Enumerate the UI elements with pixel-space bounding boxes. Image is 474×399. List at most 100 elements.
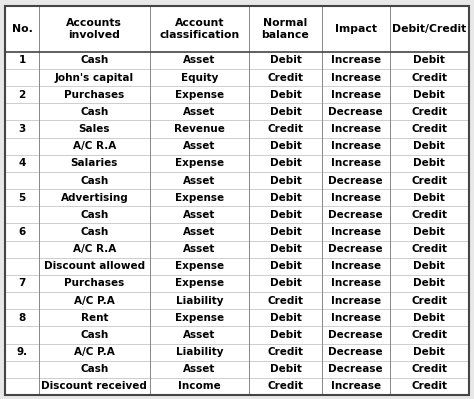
Text: Credit: Credit	[411, 330, 447, 340]
Text: Cash: Cash	[80, 55, 109, 65]
Text: 5: 5	[18, 193, 26, 203]
Text: Asset: Asset	[183, 176, 216, 186]
Text: Credit: Credit	[411, 296, 447, 306]
Text: Purchases: Purchases	[64, 90, 125, 100]
Text: Cash: Cash	[80, 227, 109, 237]
Text: Increase: Increase	[330, 279, 381, 288]
Text: Debit: Debit	[270, 313, 301, 323]
Text: Rent: Rent	[81, 313, 108, 323]
Text: Expense: Expense	[175, 193, 224, 203]
Text: Increase: Increase	[330, 261, 381, 271]
Text: Expense: Expense	[175, 313, 224, 323]
Text: Debit: Debit	[270, 227, 301, 237]
Text: 1: 1	[18, 55, 26, 65]
Text: Income: Income	[178, 381, 221, 391]
Text: Debit: Debit	[413, 227, 446, 237]
Text: Debit: Debit	[270, 364, 301, 374]
Text: Increase: Increase	[330, 381, 381, 391]
Text: Debit: Debit	[413, 261, 446, 271]
Text: Decrease: Decrease	[328, 210, 383, 220]
Text: Impact: Impact	[335, 24, 377, 34]
Text: Cash: Cash	[80, 364, 109, 374]
Text: Cash: Cash	[80, 176, 109, 186]
Text: Asset: Asset	[183, 107, 216, 117]
Text: Salaries: Salaries	[71, 158, 118, 168]
Text: Credit: Credit	[411, 176, 447, 186]
Text: Debit: Debit	[270, 55, 301, 65]
Text: Advertising: Advertising	[61, 193, 128, 203]
Text: Credit: Credit	[267, 124, 303, 134]
Text: Debit: Debit	[270, 176, 301, 186]
Text: Liability: Liability	[176, 347, 223, 357]
Text: Accounts
involved: Accounts involved	[66, 18, 122, 40]
Text: Credit: Credit	[267, 347, 303, 357]
Text: Credit: Credit	[411, 381, 447, 391]
Text: Debit: Debit	[270, 141, 301, 151]
Text: Revenue: Revenue	[174, 124, 225, 134]
Text: Debit: Debit	[413, 90, 446, 100]
Text: Increase: Increase	[330, 90, 381, 100]
Text: Credit: Credit	[411, 244, 447, 254]
Text: Cash: Cash	[80, 107, 109, 117]
Text: Debit: Debit	[413, 347, 446, 357]
Text: Discount received: Discount received	[41, 381, 147, 391]
Text: Increase: Increase	[330, 296, 381, 306]
Text: Debit: Debit	[270, 210, 301, 220]
Text: Decrease: Decrease	[328, 330, 383, 340]
Text: 4: 4	[18, 158, 26, 168]
Text: Debit: Debit	[270, 330, 301, 340]
Text: A/C P.A: A/C P.A	[74, 347, 115, 357]
Text: Debit: Debit	[270, 261, 301, 271]
Text: 3: 3	[18, 124, 26, 134]
Text: Asset: Asset	[183, 244, 216, 254]
Text: Equity: Equity	[181, 73, 218, 83]
Text: Increase: Increase	[330, 124, 381, 134]
Text: Decrease: Decrease	[328, 107, 383, 117]
Text: Credit: Credit	[411, 73, 447, 83]
Text: Debit: Debit	[270, 244, 301, 254]
Text: 7: 7	[18, 279, 26, 288]
Text: Asset: Asset	[183, 141, 216, 151]
Text: A/C R.A: A/C R.A	[73, 244, 116, 254]
Text: Increase: Increase	[330, 227, 381, 237]
Text: Credit: Credit	[411, 364, 447, 374]
Text: Decrease: Decrease	[328, 244, 383, 254]
Text: Cash: Cash	[80, 330, 109, 340]
Text: Debit/Credit: Debit/Credit	[392, 24, 466, 34]
Text: Debit: Debit	[413, 193, 446, 203]
Text: A/C R.A: A/C R.A	[73, 141, 116, 151]
Text: Debit: Debit	[270, 193, 301, 203]
Text: 6: 6	[18, 227, 26, 237]
Text: Increase: Increase	[330, 55, 381, 65]
Text: Expense: Expense	[175, 158, 224, 168]
Text: A/C P.A: A/C P.A	[74, 296, 115, 306]
Text: Asset: Asset	[183, 330, 216, 340]
Text: Debit: Debit	[270, 279, 301, 288]
Text: Decrease: Decrease	[328, 364, 383, 374]
Text: Credit: Credit	[267, 381, 303, 391]
Text: 9.: 9.	[17, 347, 27, 357]
Text: Debit: Debit	[413, 158, 446, 168]
Text: Expense: Expense	[175, 279, 224, 288]
Text: Debit: Debit	[413, 141, 446, 151]
Text: John's capital: John's capital	[55, 73, 134, 83]
Text: Cash: Cash	[80, 210, 109, 220]
Text: Account
classification: Account classification	[159, 18, 239, 40]
Text: Debit: Debit	[270, 90, 301, 100]
Text: Decrease: Decrease	[328, 176, 383, 186]
Text: Purchases: Purchases	[64, 279, 125, 288]
Text: Increase: Increase	[330, 158, 381, 168]
Text: Debit: Debit	[270, 107, 301, 117]
Text: Normal
balance: Normal balance	[262, 18, 310, 40]
Text: 8: 8	[18, 313, 26, 323]
Text: Asset: Asset	[183, 55, 216, 65]
Text: Credit: Credit	[267, 73, 303, 83]
Text: Debit: Debit	[413, 313, 446, 323]
Text: Debit: Debit	[413, 55, 446, 65]
Text: Increase: Increase	[330, 313, 381, 323]
Text: Expense: Expense	[175, 90, 224, 100]
Text: Increase: Increase	[330, 193, 381, 203]
Text: Increase: Increase	[330, 73, 381, 83]
Text: Asset: Asset	[183, 364, 216, 374]
Text: Credit: Credit	[411, 210, 447, 220]
